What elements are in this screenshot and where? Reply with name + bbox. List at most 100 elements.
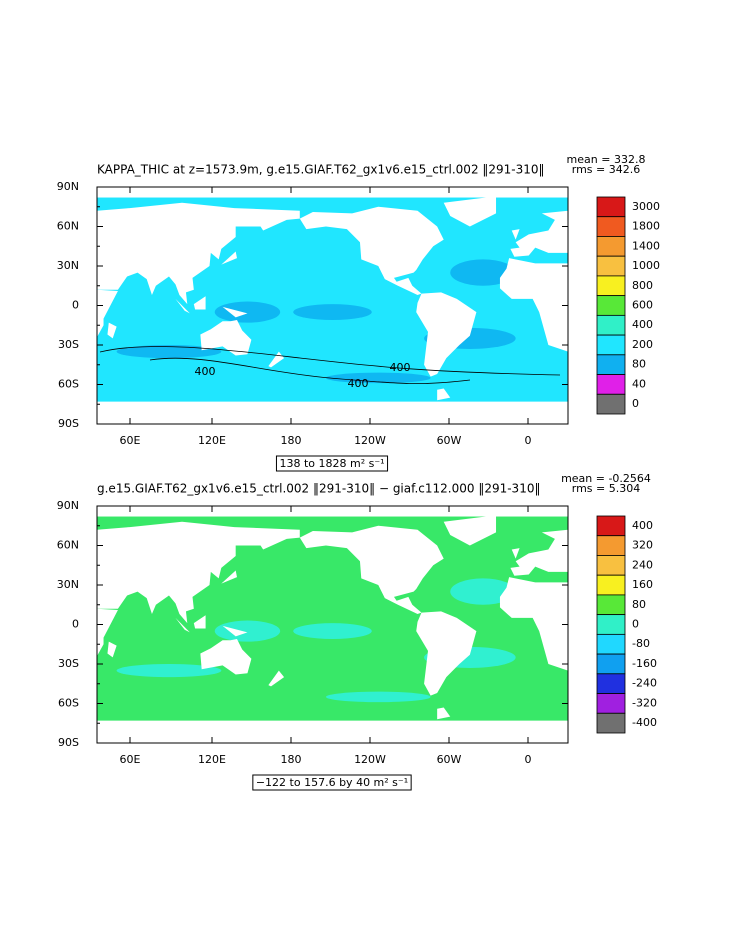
colorbar-box [596, 393, 626, 415]
ocean-patch [116, 345, 222, 359]
range-box [252, 774, 412, 791]
ocean-patch [293, 304, 372, 320]
colorbar-label: 0 [632, 618, 639, 631]
colorbar-label: 1000 [632, 259, 660, 272]
lon-label: 120E [198, 753, 226, 766]
lat-label: 0 [72, 618, 79, 631]
colorbar-box [596, 295, 626, 316]
colorbar-box [596, 574, 626, 596]
mean-label: mean = 332.8 [567, 153, 646, 166]
lat-label: 60N [57, 539, 79, 552]
ocean-patch [214, 301, 281, 323]
lat-label: 30N [57, 578, 79, 591]
colorbar-label: 80 [632, 598, 646, 611]
colorbar-label: 400 [632, 318, 653, 331]
map [97, 187, 568, 424]
colorbar-label: 3000 [632, 200, 660, 213]
colorbar-label: 400 [632, 519, 653, 532]
colorbar-label: 800 [632, 279, 653, 292]
ocean-patch [325, 372, 431, 384]
lat-label: 30S [58, 338, 79, 351]
colorbar-box [596, 354, 626, 375]
colorbar-label: -80 [632, 637, 650, 650]
lat-label: 60S [58, 697, 79, 710]
ocean-patch [116, 664, 222, 678]
map-panel: g.e15.GIAF.T62_gx1v6.e15_ctrl.002 ‖291-3… [57, 472, 657, 791]
colorbar-box [596, 633, 626, 655]
lon-label: 60W [437, 753, 462, 766]
contour-label: 400 [348, 377, 369, 390]
range-box [275, 455, 389, 472]
contour-label: 400 [390, 361, 411, 374]
colorbar-label: 1800 [632, 220, 660, 233]
lon-label: 180 [281, 753, 302, 766]
colorbar-box [596, 216, 626, 237]
lat-label: 90S [58, 417, 79, 430]
colorbar-box [596, 555, 626, 576]
colorbar-box [596, 374, 626, 395]
contour-label: 400 [195, 365, 216, 378]
colorbar-label: -240 [632, 677, 657, 690]
lon-label: 120W [354, 434, 386, 447]
colorbar-label: 40 [632, 377, 646, 390]
range-label: 138 to 1828 m² s⁻¹ [279, 457, 384, 470]
colorbar-box [596, 594, 626, 616]
colorbar-label: 320 [632, 539, 653, 552]
lat-label: 30S [58, 657, 79, 670]
colorbar-label: 0 [632, 397, 639, 410]
colorbar-box [596, 275, 626, 297]
colorbar-box [596, 314, 626, 336]
colorbar-label: 200 [632, 338, 653, 351]
lon-label: 120W [354, 753, 386, 766]
lat-label: 0 [72, 299, 79, 312]
colorbar-box [596, 196, 626, 218]
ocean-patch [450, 578, 516, 605]
lat-label: 60S [58, 378, 79, 391]
colorbar-box [596, 712, 626, 734]
range-label: −122 to 157.6 by 40 m² s⁻¹ [256, 776, 408, 789]
colorbar-label: -160 [632, 657, 657, 670]
lat-label: 90S [58, 736, 79, 749]
lon-label: 0 [525, 753, 532, 766]
colorbar-box [596, 236, 626, 257]
colorbar-box [596, 334, 626, 356]
colorbar-label: 240 [632, 558, 653, 571]
colorbar-label: -400 [632, 716, 657, 729]
lon-label: 60E [120, 753, 141, 766]
ocean-patch [450, 259, 516, 286]
colorbar-box [596, 614, 626, 635]
map [97, 506, 568, 743]
colorbar-box [596, 653, 626, 675]
contour-line [149, 357, 471, 385]
lat-label: 30N [57, 259, 79, 272]
ocean-patch [214, 620, 281, 642]
colorbar-box [596, 255, 626, 277]
lon-label: 0 [525, 434, 532, 447]
lon-label: 120E [198, 434, 226, 447]
lat-label: 90N [57, 180, 79, 193]
colorbar-label: 600 [632, 299, 653, 312]
panel-title: KAPPA_THIC at z=1573.9m, g.e15.GIAF.T62_… [97, 163, 545, 177]
colorbar-box [596, 673, 626, 694]
lon-label: 60E [120, 434, 141, 447]
panel-title: g.e15.GIAF.T62_gx1v6.e15_ctrl.002 ‖291-3… [97, 482, 540, 496]
colorbar-box [596, 515, 626, 537]
rms-label: rms = 342.6 [572, 163, 640, 176]
mean-label: mean = -0.2564 [561, 472, 651, 485]
lat-label: 60N [57, 220, 79, 233]
contour-line [99, 346, 561, 376]
colorbar-label: 1400 [632, 239, 660, 252]
lon-label: 180 [281, 434, 302, 447]
colorbar-label: 160 [632, 578, 653, 591]
lat-label: 90N [57, 499, 79, 512]
ocean-patch [325, 691, 431, 703]
ocean-patches [116, 259, 516, 384]
ocean-patch [293, 623, 372, 639]
rms-label: rms = 5.304 [572, 482, 640, 495]
colorbar-box [596, 535, 626, 556]
colorbar-label: -320 [632, 696, 657, 709]
colorbar-box [596, 693, 626, 714]
lon-label: 60W [437, 434, 462, 447]
